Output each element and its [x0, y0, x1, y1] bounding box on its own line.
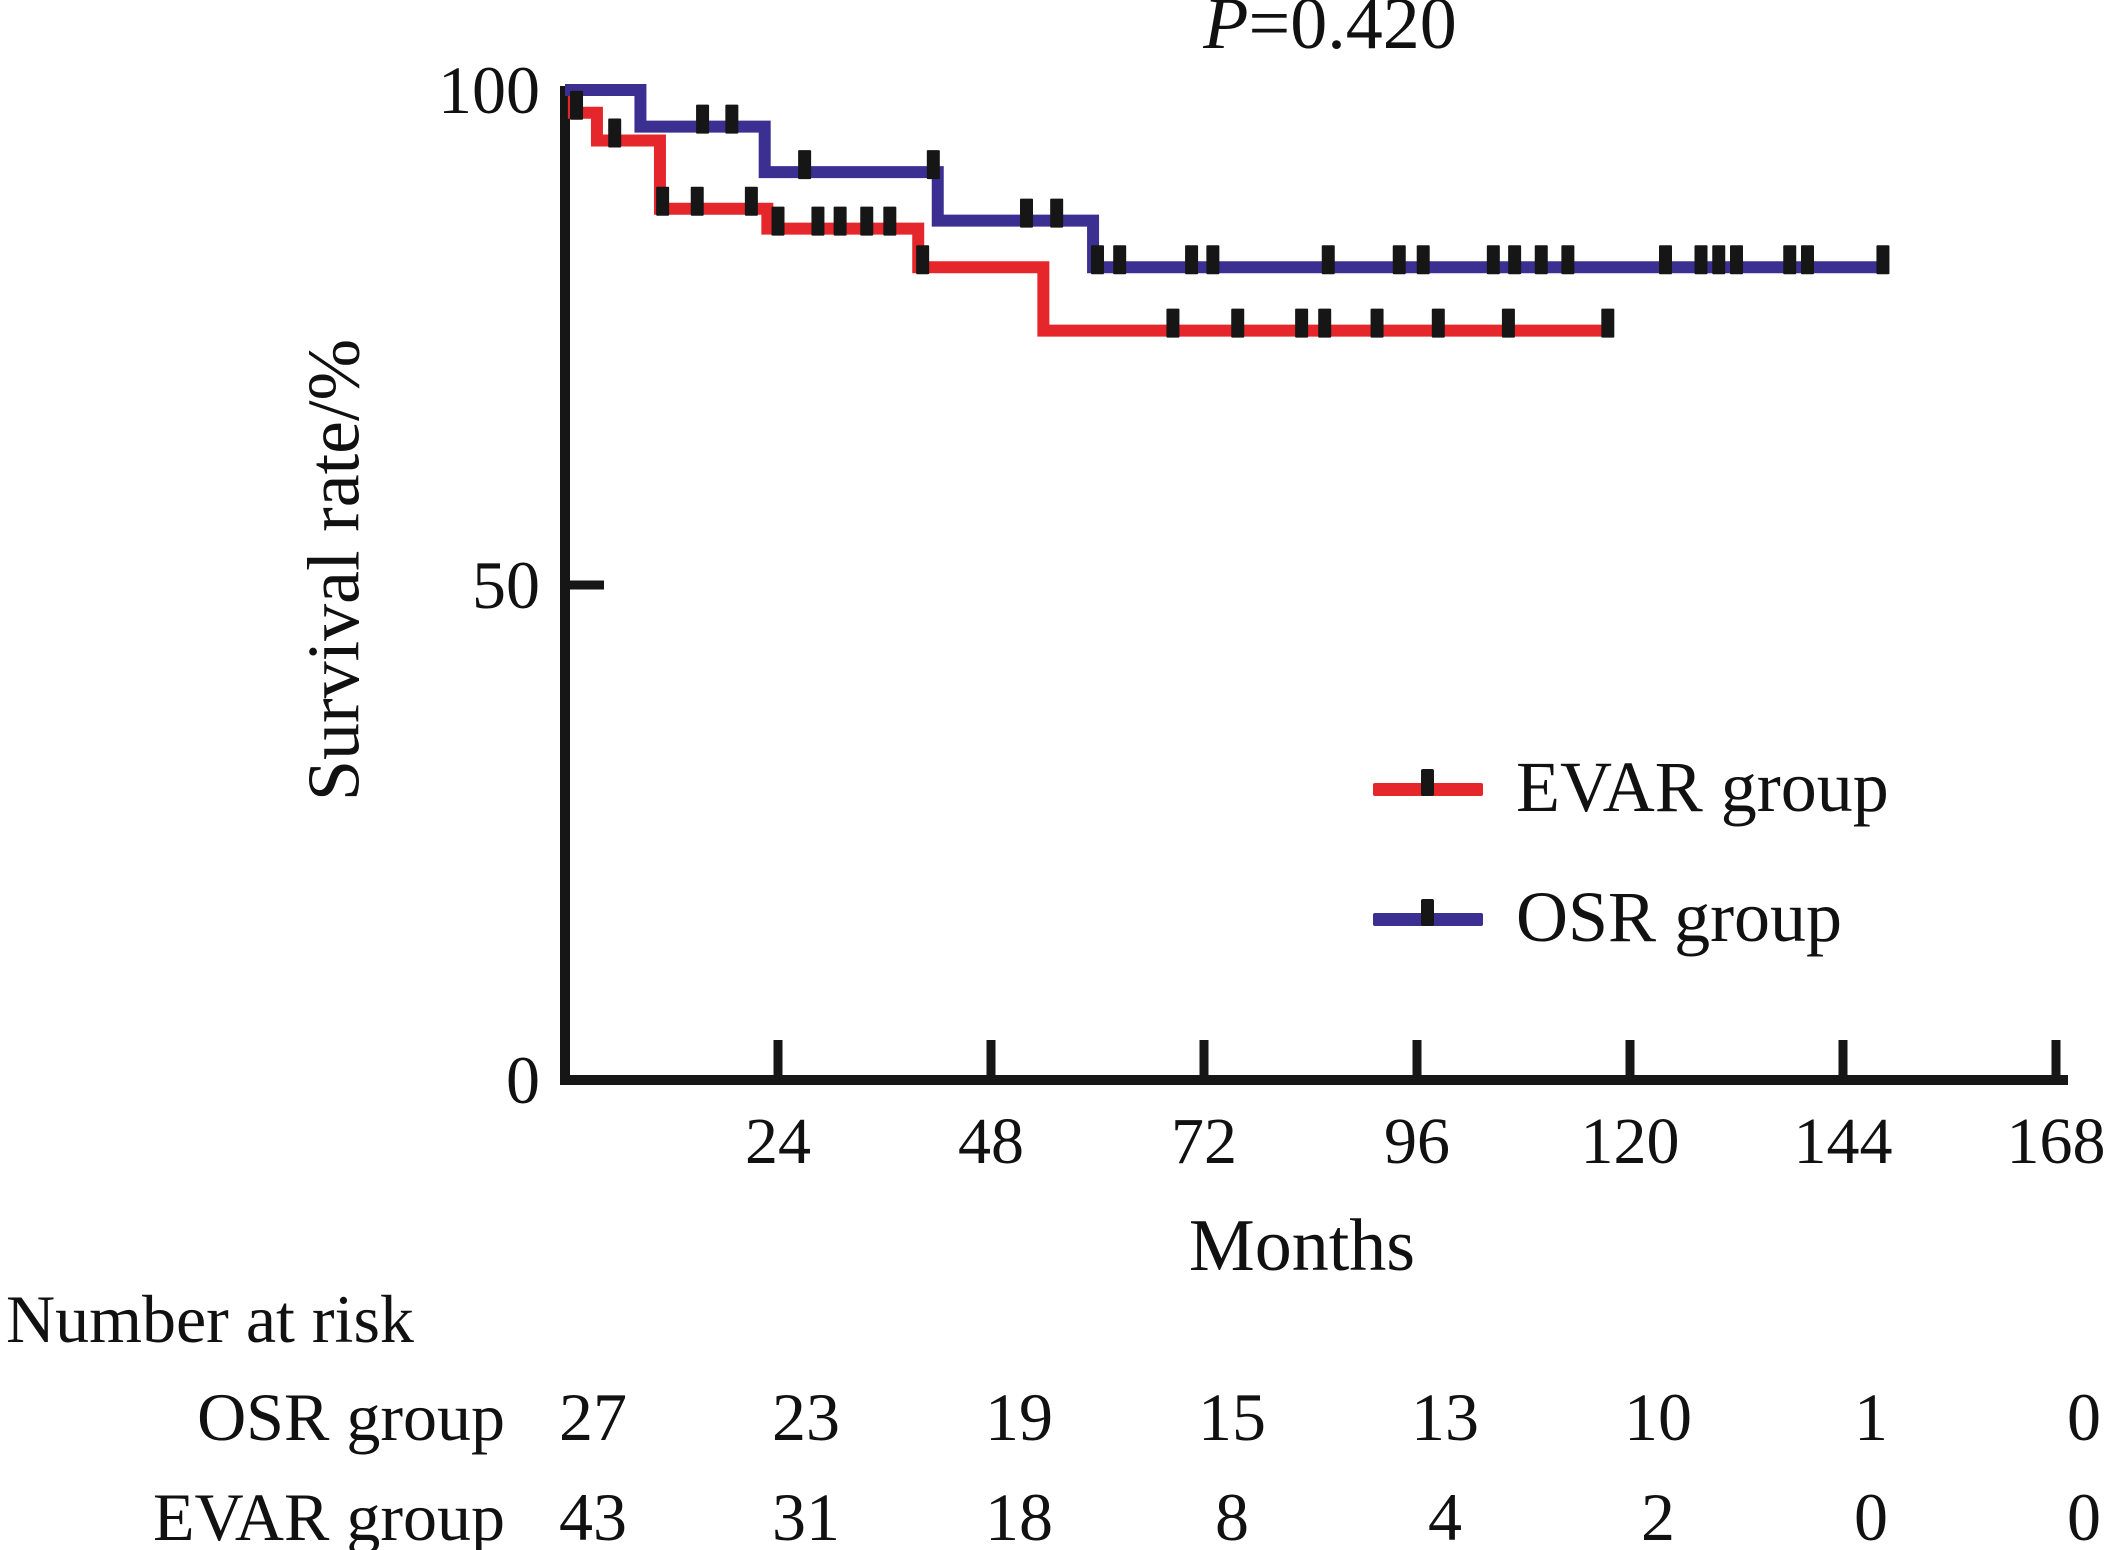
risk-value: 0	[1854, 1479, 1888, 1550]
censor-mark-osr	[1694, 245, 1708, 275]
censor-mark-osr	[1534, 245, 1548, 275]
risk-value: 27	[559, 1379, 627, 1455]
censor-mark-osr	[1508, 245, 1522, 275]
censor-tick-icon	[1421, 899, 1434, 926]
censor-mark-evar	[833, 206, 847, 236]
x-tick-label-24: 24	[745, 1105, 811, 1178]
censor-mark-osr	[1561, 245, 1575, 275]
censor-mark-evar	[1295, 308, 1309, 338]
risk-value: 2	[1641, 1479, 1675, 1550]
risk-table-title: Number at risk	[6, 1281, 414, 1357]
censor-mark-evar	[608, 118, 622, 148]
risk-value: 4	[1428, 1479, 1462, 1550]
risk-value: 31	[772, 1479, 840, 1550]
risk-value: 8	[1215, 1479, 1249, 1550]
risk-value: 43	[559, 1479, 627, 1550]
censor-mark-evar	[1370, 308, 1384, 338]
risk-value: 18	[985, 1479, 1053, 1550]
censor-mark-evar	[1501, 308, 1515, 338]
risk-row-label-evar: EVAR group	[153, 1479, 505, 1550]
censor-mark-osr	[1113, 245, 1127, 275]
censor-mark-osr	[725, 104, 739, 134]
censor-mark-evar	[570, 90, 584, 120]
p-value-text: =0.420	[1248, 0, 1457, 65]
y-tick-label-100: 100	[438, 52, 540, 128]
p-value-title: P=0.420	[1020, 0, 1640, 64]
censor-mark-evar	[860, 206, 874, 236]
censor-mark-osr	[1392, 245, 1406, 275]
censor-mark-osr	[1091, 245, 1104, 275]
censor-mark-evar	[1166, 308, 1180, 338]
censor-mark-osr	[1185, 245, 1199, 275]
risk-value: 0	[2067, 1479, 2101, 1550]
censor-mark-osr	[1050, 198, 1064, 228]
legend-label-evar: EVAR group	[1516, 747, 1889, 827]
y-tick-label-0: 0	[506, 1042, 540, 1118]
censor-mark-evar	[1601, 308, 1615, 338]
censor-mark-osr	[1659, 245, 1672, 275]
censor-mark-osr	[926, 150, 940, 180]
x-tick-label-168: 168	[2006, 1105, 2104, 1178]
risk-row-label-osr: OSR group	[197, 1379, 505, 1455]
censor-mark-evar	[883, 206, 897, 236]
risk-value: 13	[1411, 1379, 1479, 1455]
x-tick-label-96: 96	[1384, 1105, 1450, 1178]
censor-mark-osr	[1206, 245, 1220, 275]
censor-mark-evar	[1431, 308, 1445, 338]
risk-value: 23	[772, 1379, 840, 1455]
x-tick-label-144: 144	[1793, 1105, 1893, 1178]
censor-mark-osr	[696, 104, 710, 134]
censor-mark-evar	[916, 245, 930, 275]
x-tick-label-48: 48	[958, 1105, 1024, 1178]
censor-mark-osr	[1416, 245, 1430, 275]
osr-line-swatch	[1373, 899, 1483, 926]
evar-line-swatch	[1373, 769, 1483, 796]
censor-mark-evar	[771, 206, 785, 236]
censor-tick-icon	[1421, 769, 1434, 796]
risk-value: 15	[1198, 1379, 1266, 1455]
x-tick-label-72: 72	[1171, 1105, 1237, 1178]
p-value-symbol: P	[1203, 0, 1249, 65]
risk-value: 1	[1854, 1379, 1888, 1455]
censor-mark-osr	[1712, 245, 1726, 275]
censor-mark-evar	[744, 186, 758, 216]
risk-value: 19	[985, 1379, 1053, 1455]
censor-mark-evar	[656, 186, 670, 216]
censor-mark-osr	[1730, 245, 1743, 275]
censor-mark-osr	[1801, 245, 1814, 275]
censor-mark-evar	[690, 186, 704, 216]
x-tick-label-120: 120	[1580, 1105, 1680, 1178]
risk-value: 0	[2067, 1379, 2101, 1455]
censor-mark-osr	[1876, 245, 1890, 275]
censor-mark-osr	[1486, 245, 1500, 275]
censor-mark-evar	[1318, 308, 1332, 338]
censor-mark-osr	[798, 150, 812, 180]
risk-value: 10	[1624, 1379, 1692, 1455]
censor-mark-osr	[1783, 245, 1797, 275]
y-tick-label-50: 50	[472, 547, 540, 623]
censor-mark-osr	[1321, 245, 1335, 275]
censor-mark-osr	[1020, 198, 1033, 228]
censor-mark-evar	[811, 206, 825, 236]
x-axis-title: Months	[1188, 1205, 1416, 1287]
legend-label-osr: OSR group	[1516, 877, 1843, 957]
censor-mark-evar	[1231, 308, 1245, 338]
survival-curve-osr	[565, 84, 1888, 274]
